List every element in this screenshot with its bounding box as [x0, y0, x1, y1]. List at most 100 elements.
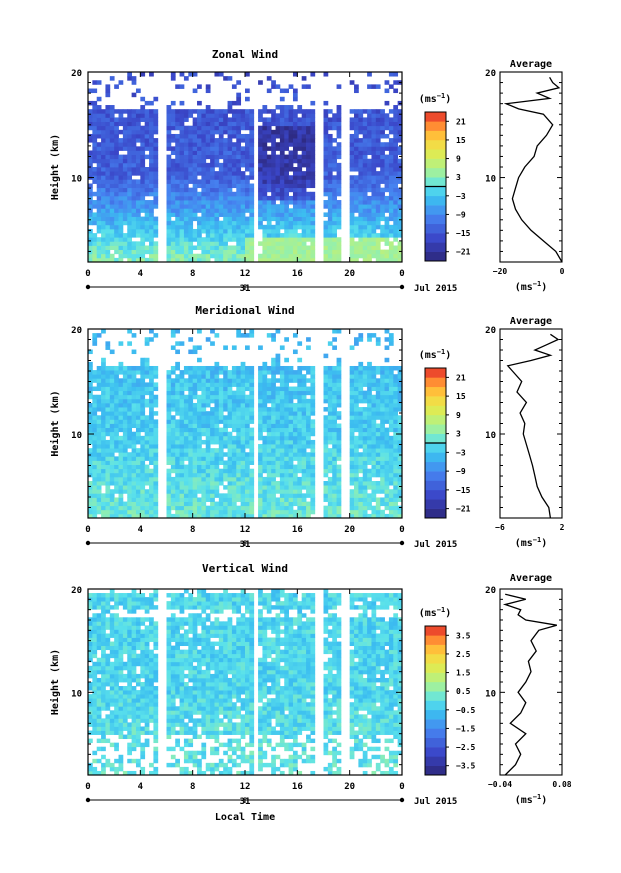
heatmap-cell — [109, 390, 115, 396]
heatmap-cell — [114, 138, 119, 143]
heatmap-cell — [96, 460, 102, 465]
heatmap-cell — [149, 125, 154, 131]
heatmap-cell — [236, 191, 242, 197]
heatmap-cell — [131, 183, 137, 189]
heatmap-cell — [375, 191, 381, 197]
heatmap-cell — [135, 419, 141, 424]
heatmap-cell — [114, 464, 119, 470]
heatmap-cell — [240, 200, 246, 205]
heatmap-cell — [170, 257, 176, 263]
heatmap-cell — [249, 146, 255, 151]
heatmap-cell — [144, 509, 150, 515]
heatmap-cell — [197, 84, 202, 89]
heatmap-cell — [262, 493, 268, 498]
heatmap-cell — [88, 361, 93, 367]
heatmap-cell — [388, 245, 394, 251]
heatmap-cell — [327, 481, 333, 486]
heatmap-cell — [375, 117, 381, 122]
heatmap-cell — [192, 452, 198, 457]
heatmap-cell — [262, 228, 268, 234]
heatmap-cell — [292, 241, 298, 246]
heatmap-cell — [349, 191, 355, 197]
heatmap-cell — [101, 394, 106, 400]
heatmap-cell — [279, 439, 285, 445]
heatmap-cell — [188, 472, 194, 478]
heatmap-cell — [306, 109, 311, 114]
heatmap-cell — [354, 398, 359, 404]
heatmap-cell — [149, 386, 154, 392]
heatmap-cell — [292, 92, 298, 98]
heatmap-cell — [332, 407, 337, 412]
heatmap-cell — [332, 390, 337, 396]
heatmap-cell — [223, 162, 228, 168]
heatmap-cell — [371, 382, 377, 387]
heatmap-cell — [109, 468, 115, 474]
heatmap-cell — [149, 382, 154, 387]
heatmap-cell — [153, 146, 159, 151]
heatmap-cell — [205, 435, 211, 441]
x-tick-label: 0 — [85, 525, 90, 535]
heatmap-cell — [336, 374, 342, 379]
heatmap-cell — [284, 195, 290, 201]
heatmap-cell — [301, 179, 307, 184]
heatmap-cell — [92, 88, 98, 94]
heatmap-cell — [153, 175, 159, 180]
heatmap-cell — [375, 509, 381, 515]
heatmap-cell — [388, 117, 394, 122]
heatmap-cell — [166, 129, 172, 135]
heatmap-cell — [393, 175, 399, 180]
heatmap-cell — [118, 200, 124, 205]
heatmap-cell — [105, 402, 111, 408]
heatmap-cell — [288, 84, 294, 89]
heatmap-cell — [336, 431, 342, 437]
heatmap-cell — [245, 88, 250, 94]
heatmap-cell — [96, 452, 102, 457]
heatmap-cell — [266, 195, 272, 201]
heatmap-cell — [127, 233, 133, 238]
heatmap-cell — [92, 386, 98, 392]
heatmap-cell — [354, 505, 359, 511]
heatmap-cell — [127, 435, 133, 441]
heatmap-cell — [332, 448, 337, 453]
heatmap-cell — [262, 513, 268, 519]
heatmap-cell — [393, 183, 399, 189]
heatmap-cell — [197, 419, 202, 424]
heatmap-cell — [192, 121, 198, 127]
heatmap-cell — [236, 100, 242, 106]
colorbar-segment — [425, 214, 446, 225]
heatmap-cell — [297, 179, 303, 184]
heatmap-cell — [218, 378, 224, 383]
heatmap-cell — [188, 245, 194, 251]
heatmap-cell — [131, 113, 137, 118]
heatmap-cell — [144, 179, 150, 184]
heatmap-cell — [375, 220, 381, 226]
heatmap-cell — [175, 456, 180, 461]
heatmap-cell — [336, 481, 342, 486]
heatmap-cell — [301, 394, 307, 400]
heatmap-cell — [127, 187, 133, 193]
heatmap-cell — [223, 501, 228, 507]
heatmap-cell — [354, 228, 359, 234]
heatmap-cell — [240, 138, 246, 143]
heatmap-cell — [310, 117, 316, 122]
heatmap-cell — [109, 117, 115, 122]
heatmap-cell — [214, 191, 220, 197]
heatmap-cell — [380, 485, 385, 490]
heatmap-cell — [306, 183, 311, 189]
heatmap-cell — [384, 121, 390, 127]
heatmap-cell — [349, 175, 355, 180]
heatmap-cell — [153, 464, 159, 470]
heatmap-cell — [375, 125, 381, 131]
heatmap-cell — [358, 411, 364, 416]
heatmap-cell — [135, 415, 141, 420]
heatmap-cell — [122, 237, 128, 242]
heatmap-cell — [332, 212, 337, 217]
heatmap-cell — [306, 439, 311, 445]
heatmap-cell — [245, 142, 250, 147]
heatmap-cell — [354, 129, 359, 135]
heatmap-cell — [109, 419, 115, 424]
heatmap-cell — [127, 431, 133, 437]
heatmap-cell — [131, 349, 137, 355]
heatmap-cell — [114, 431, 119, 437]
heatmap-cell — [149, 378, 154, 383]
